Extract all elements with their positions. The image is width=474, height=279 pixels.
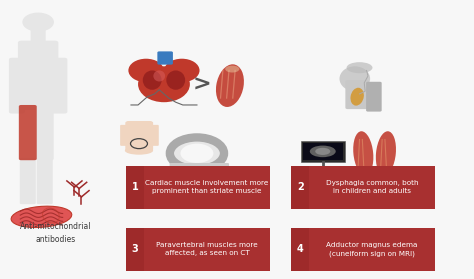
- FancyBboxPatch shape: [301, 141, 346, 162]
- FancyBboxPatch shape: [126, 228, 144, 271]
- Ellipse shape: [11, 206, 72, 227]
- Text: 1: 1: [132, 182, 138, 192]
- FancyBboxPatch shape: [144, 166, 270, 209]
- Ellipse shape: [353, 131, 374, 175]
- Ellipse shape: [310, 146, 336, 157]
- FancyBboxPatch shape: [126, 166, 144, 209]
- Text: 4: 4: [297, 244, 303, 254]
- FancyBboxPatch shape: [303, 143, 343, 160]
- Text: Cardiac muscle involvement more
prominent than striate muscle: Cardiac muscle involvement more prominen…: [146, 180, 269, 194]
- Text: >: >: [192, 74, 211, 94]
- FancyBboxPatch shape: [144, 228, 270, 271]
- Text: Paravertebral muscles more
affected, as seen on CT: Paravertebral muscles more affected, as …: [156, 242, 258, 256]
- FancyBboxPatch shape: [36, 105, 54, 160]
- Ellipse shape: [164, 59, 200, 82]
- Ellipse shape: [138, 66, 190, 102]
- FancyBboxPatch shape: [354, 174, 370, 197]
- FancyBboxPatch shape: [376, 174, 392, 197]
- Circle shape: [23, 13, 53, 31]
- Ellipse shape: [128, 59, 164, 82]
- FancyBboxPatch shape: [178, 167, 225, 188]
- FancyBboxPatch shape: [51, 58, 67, 114]
- Ellipse shape: [346, 62, 373, 73]
- Ellipse shape: [379, 170, 393, 176]
- Ellipse shape: [181, 144, 213, 163]
- Ellipse shape: [225, 66, 239, 73]
- Ellipse shape: [154, 70, 165, 81]
- FancyBboxPatch shape: [9, 58, 25, 114]
- FancyBboxPatch shape: [157, 51, 173, 65]
- FancyBboxPatch shape: [18, 41, 58, 110]
- Ellipse shape: [376, 131, 396, 175]
- Ellipse shape: [356, 170, 370, 176]
- Text: 2: 2: [297, 182, 303, 192]
- FancyBboxPatch shape: [170, 163, 229, 171]
- FancyBboxPatch shape: [346, 80, 369, 109]
- FancyBboxPatch shape: [148, 125, 159, 146]
- FancyBboxPatch shape: [291, 166, 309, 209]
- FancyBboxPatch shape: [309, 228, 435, 271]
- FancyBboxPatch shape: [20, 158, 36, 204]
- FancyBboxPatch shape: [309, 166, 435, 209]
- Ellipse shape: [315, 148, 330, 155]
- Ellipse shape: [216, 64, 244, 107]
- FancyBboxPatch shape: [125, 121, 153, 151]
- Ellipse shape: [170, 138, 224, 169]
- Ellipse shape: [166, 70, 185, 90]
- Text: 3: 3: [132, 244, 138, 254]
- Text: Dysphagia common, both
in children and adults: Dysphagia common, both in children and a…: [326, 180, 418, 194]
- Ellipse shape: [143, 70, 162, 90]
- FancyBboxPatch shape: [291, 228, 309, 271]
- Text: Adductor magnus edema
(cuneiform sign on MRI): Adductor magnus edema (cuneiform sign on…: [326, 242, 418, 257]
- FancyBboxPatch shape: [31, 28, 46, 45]
- Ellipse shape: [339, 66, 370, 91]
- FancyBboxPatch shape: [120, 125, 130, 146]
- Ellipse shape: [125, 146, 153, 155]
- FancyBboxPatch shape: [306, 167, 340, 172]
- FancyBboxPatch shape: [366, 82, 382, 112]
- FancyBboxPatch shape: [19, 105, 36, 160]
- FancyBboxPatch shape: [36, 158, 53, 204]
- Text: Anti-mitochondrial
antibodies: Anti-mitochondrial antibodies: [20, 222, 91, 244]
- Ellipse shape: [350, 88, 364, 106]
